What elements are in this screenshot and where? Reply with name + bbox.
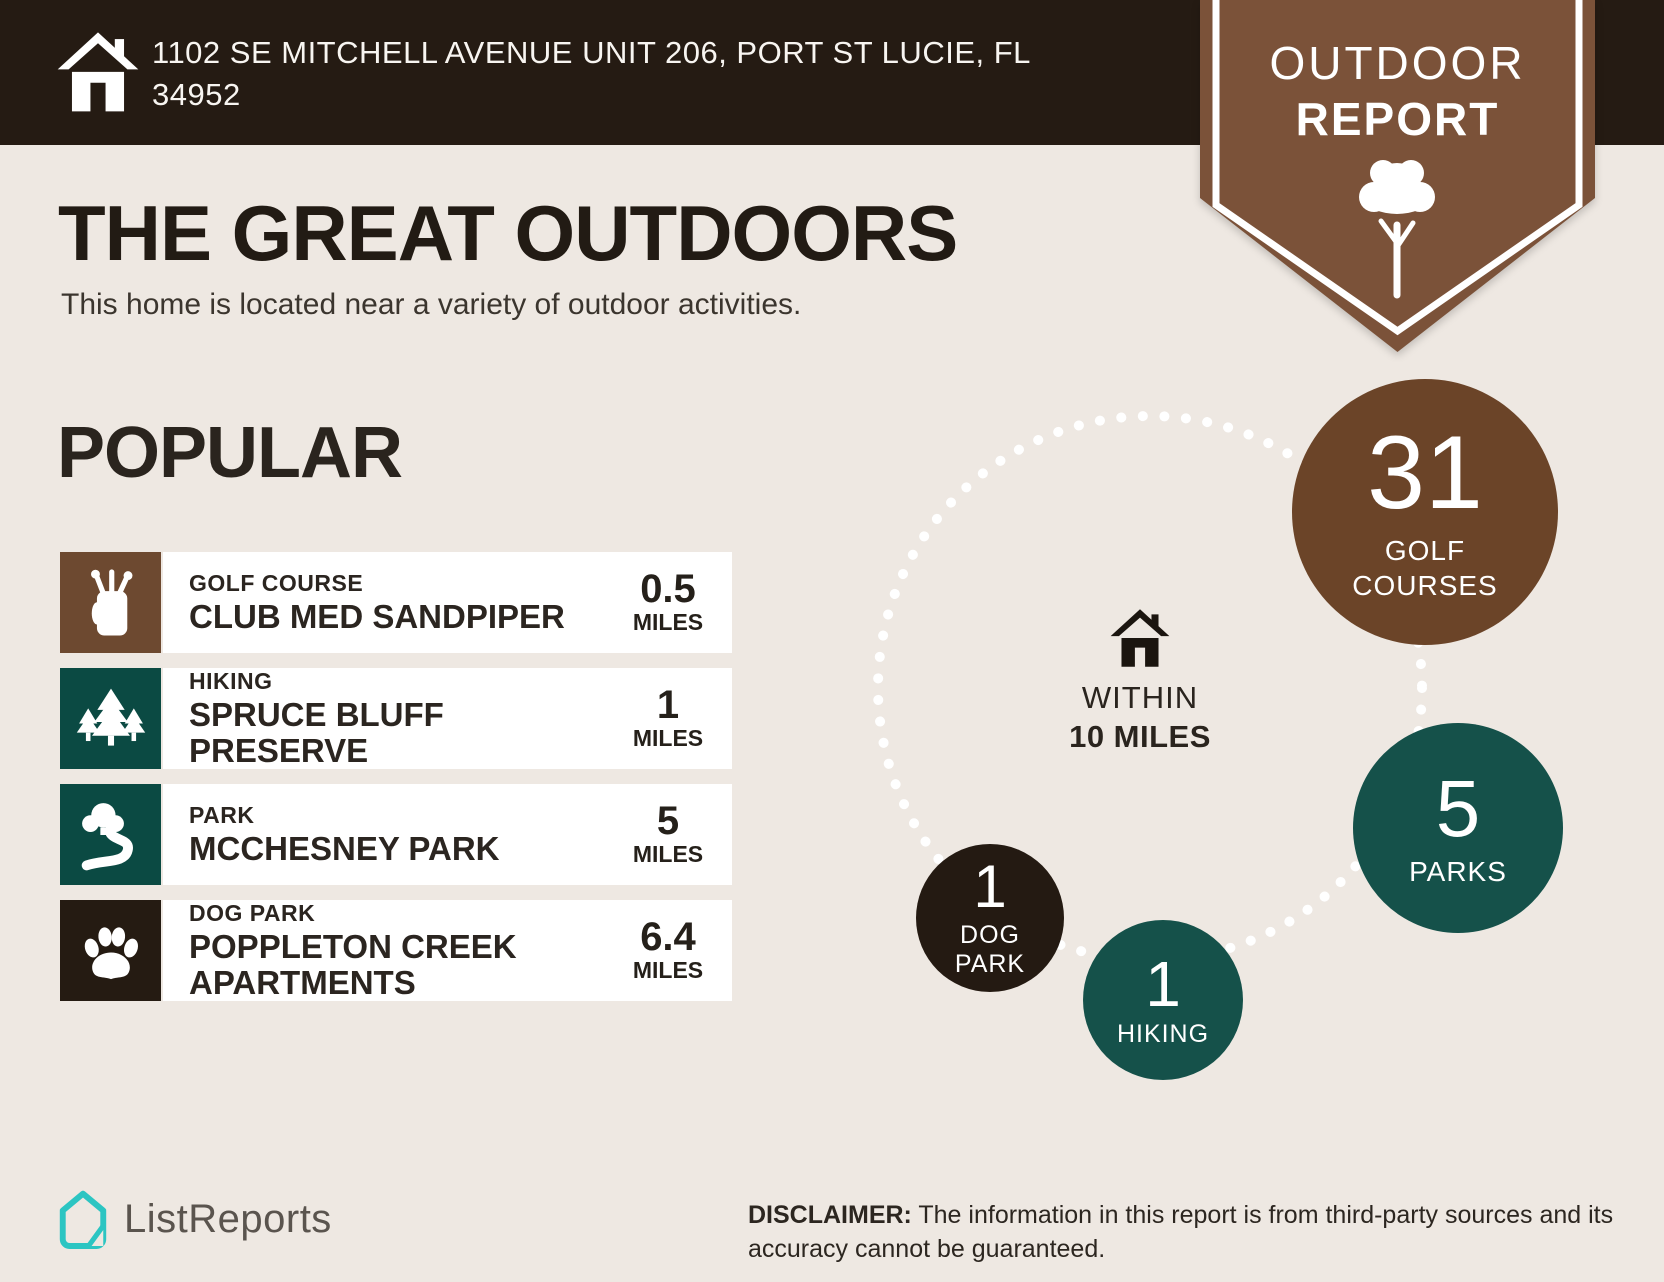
listreports-logo: ListReports bbox=[56, 1188, 332, 1250]
bubble-parks: 5 PARKS bbox=[1353, 723, 1563, 933]
item-distance: 1 MILES bbox=[632, 683, 704, 751]
page-subtitle: This home is located near a variety of o… bbox=[61, 288, 802, 321]
item-distance: 6.4 MILES bbox=[632, 915, 704, 983]
bubble-dog-park: 1 DOG PARK bbox=[916, 844, 1064, 992]
listreports-house-icon bbox=[59, 1190, 107, 1249]
item-category: GOLF COURSE bbox=[189, 570, 364, 596]
popular-list: GOLF COURSE CLUB MED SANDPIPER 0.5 MILES bbox=[60, 552, 732, 1016]
item-distance: 5 MILES bbox=[632, 799, 704, 867]
brand-name: ListReports bbox=[124, 1196, 332, 1241]
park-icon bbox=[60, 784, 161, 885]
bubble-count: 1 bbox=[973, 853, 1007, 920]
item-name: POPPLETON CREEK APARTMENTS bbox=[189, 928, 517, 1001]
disclaimer: DISCLAIMER: The information in this repo… bbox=[748, 1201, 1614, 1263]
item-name: SPRUCE BLUFF PRESERVE bbox=[189, 696, 444, 769]
outdoor-report-badge: OUTDOOR REPORT bbox=[1200, 0, 1595, 360]
golf-bag-icon bbox=[60, 552, 161, 653]
bubble-count: 5 bbox=[1435, 763, 1481, 853]
bubble-label: HIKING bbox=[1116, 1019, 1210, 1048]
item-name: CLUB MED SANDPIPER bbox=[189, 598, 565, 635]
bubble-label: DOG PARK bbox=[954, 921, 1026, 978]
list-item-hiking: HIKING SPRUCE BLUFF PRESERVE 1 MILES bbox=[60, 668, 732, 769]
list-item-park: PARK MCCHESNEY PARK 5 MILES bbox=[60, 784, 732, 885]
popular-heading: POPULAR bbox=[57, 413, 403, 493]
bubble-count: 1 bbox=[1145, 947, 1181, 1020]
bubble-label: GOLF COURSES bbox=[1352, 535, 1498, 601]
bubble-golf-courses: 31 GOLF COURSES bbox=[1292, 379, 1558, 645]
house-icon bbox=[57, 32, 139, 112]
bubble-count: 31 bbox=[1367, 415, 1483, 531]
paw-icon bbox=[60, 900, 161, 1001]
within-label: WITHIN bbox=[1081, 680, 1199, 715]
page-title: THE GREAT OUTDOORS bbox=[58, 189, 958, 277]
list-item-golf-course: GOLF COURSE CLUB MED SANDPIPER 0.5 MILES bbox=[60, 552, 732, 653]
home-icon bbox=[1110, 609, 1170, 667]
item-category: PARK bbox=[189, 802, 255, 828]
item-category: HIKING bbox=[189, 668, 273, 694]
tree-icon bbox=[1359, 160, 1435, 299]
radius-label: 10 MILES bbox=[1069, 719, 1211, 754]
bubble-hiking: 1 HIKING bbox=[1083, 920, 1243, 1080]
property-address: 1102 SE MITCHELL AVENUE UNIT 206, PORT S… bbox=[152, 35, 1031, 112]
badge-title-line1: OUTDOOR bbox=[1269, 37, 1526, 89]
item-category: DOG PARK bbox=[189, 900, 316, 926]
bubble-label: PARKS bbox=[1409, 855, 1507, 887]
badge-title-line2: REPORT bbox=[1295, 93, 1500, 145]
radius-center: WITHIN 10 MILES bbox=[1020, 608, 1260, 755]
pine-trees-icon bbox=[60, 668, 161, 769]
item-distance: 0.5 MILES bbox=[632, 567, 704, 635]
item-name: MCCHESNEY PARK bbox=[189, 830, 500, 867]
list-item-dog-park: DOG PARK POPPLETON CREEK APARTMENTS 6.4 … bbox=[60, 900, 732, 1001]
